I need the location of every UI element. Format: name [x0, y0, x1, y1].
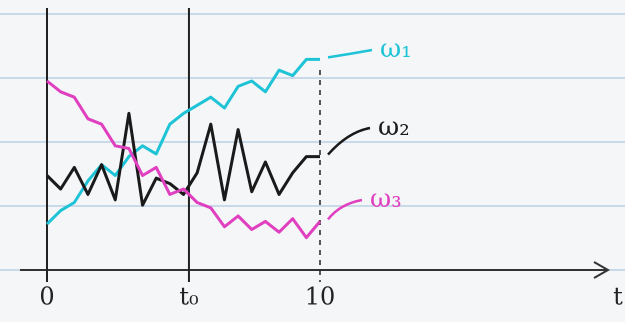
label-arrow: [328, 200, 362, 219]
x-tick-label: 10: [305, 283, 336, 311]
series-label: ω₁: [380, 34, 412, 64]
series-label: ω₃: [370, 184, 402, 214]
label-arrow: [328, 50, 372, 57]
page: {"chart_data": {"type": "line", "x": [0,…: [0, 0, 625, 322]
x-tick-label: t₀: [179, 283, 198, 311]
series-line: [47, 81, 320, 238]
series-line: [47, 113, 320, 205]
x-tick-label: 0: [39, 283, 54, 311]
chart: t 0 t₀ 10 ω₁ ω₂ ω₃: [0, 0, 625, 322]
series-label: ω₂: [378, 112, 410, 142]
x-axis-label: t: [613, 283, 623, 311]
